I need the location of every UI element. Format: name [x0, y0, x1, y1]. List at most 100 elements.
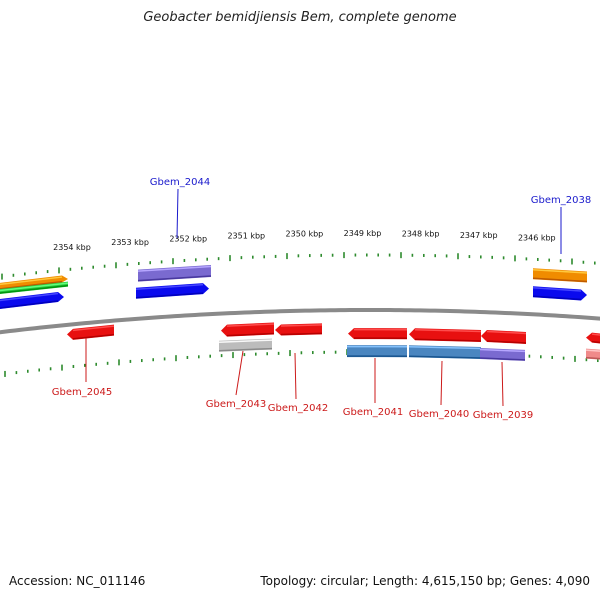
lower-tick-mark	[49, 367, 52, 371]
upper-tick-mark	[423, 253, 425, 257]
lower-tick-mark	[232, 352, 234, 359]
gene-label: Gbem_2041	[343, 407, 403, 418]
map-title: Geobacter bemidjiensis Bem, complete gen…	[143, 10, 457, 25]
upper-tick-mark	[297, 254, 300, 258]
feature-steelblue-2040-highlight	[408, 345, 482, 350]
lower-tick-mark	[84, 363, 86, 367]
feature-red-2041-body	[348, 328, 407, 340]
gene-leader-line	[440, 360, 443, 406]
upper-tick-mark	[548, 258, 550, 262]
scale-labels: 2354 kbp 2353 kbp 2352 kbp 2351 kbp 2350 kbp…	[53, 229, 556, 252]
upper-tick-mark	[434, 254, 436, 258]
feature-green-left-shadow	[0, 284, 69, 294]
gene-leader-line	[294, 352, 297, 400]
lower-tick-mark	[300, 351, 303, 355]
accession-text: Accession: NC_011146	[9, 574, 146, 588]
upper-tick-mark	[35, 271, 37, 275]
upper-tick-mark	[331, 253, 334, 257]
lower-tick-mark	[255, 352, 257, 356]
upper-tick-mark	[263, 255, 265, 259]
feature-orange-2038-shadow	[532, 277, 588, 283]
upper-tick-track	[1, 252, 596, 280]
lower-tick-mark	[27, 369, 29, 373]
feature-blue-2038-shadow	[532, 295, 582, 301]
upper-tick-mark	[126, 262, 129, 266]
lower-tick-mark	[38, 368, 40, 372]
scale-tick-label: 2352 kbp	[169, 234, 207, 243]
lower-tick-mark	[106, 361, 109, 365]
upper-tick-mark	[1, 273, 3, 280]
upper-tick-mark	[274, 254, 277, 258]
upper-tick-mark	[92, 265, 94, 269]
feature-blue-2044-body	[136, 283, 209, 299]
upper-tick-mark	[366, 253, 368, 257]
feature-red-2045-highlight	[72, 325, 115, 332]
gene-label: Gbem_2043	[206, 399, 266, 410]
lower-tick-mark	[209, 354, 211, 358]
feature-red-right	[586, 332, 600, 344]
upper-tick-mark	[320, 253, 322, 257]
upper-tick-mark	[400, 252, 402, 259]
scale-tick-label: 2346 kbp	[518, 233, 556, 242]
gene-label: Gbem_2042	[268, 403, 328, 414]
feature-steelblue-2041-body	[347, 345, 407, 358]
lower-tick-mark	[540, 355, 542, 359]
lower-tick-mark	[175, 355, 177, 362]
upper-tick-mark	[594, 261, 596, 265]
lower-tick-mark	[152, 358, 154, 362]
upper-tick-mark	[138, 262, 140, 266]
feature-red-right-highlight	[591, 333, 600, 336]
upper-tick-mark	[468, 255, 471, 259]
lower-tick-mark	[95, 362, 97, 366]
upper-tick-mark	[160, 260, 163, 264]
upper-tick-mark	[582, 260, 585, 264]
feature-orange-left-shadow	[0, 280, 63, 290]
feature-red-2039	[481, 330, 527, 344]
feature-blue-left	[0, 292, 64, 309]
lower-tick-mark	[574, 355, 576, 362]
feature-blue-2038	[532, 286, 587, 301]
lower-tick-mark	[220, 354, 223, 358]
scale-tick-label: 2351 kbp	[227, 231, 265, 240]
upper-tick-mark	[195, 258, 197, 262]
gene-leader-line	[501, 361, 504, 407]
feature-steelblue-2041	[346, 345, 408, 358]
upper-tick-mark	[309, 254, 311, 258]
feature-purple-2044-highlight	[137, 265, 212, 272]
gene-features	[0, 265, 600, 361]
gene-label: Gbem_2040	[409, 409, 469, 420]
feature-purple-2044	[137, 265, 212, 282]
upper-tick-mark	[491, 255, 493, 259]
lower-tick-mark	[15, 371, 18, 375]
feature-orange-2038-highlight	[532, 268, 588, 274]
feature-pink-right-shadow	[585, 356, 600, 360]
feature-red-2042-highlight	[280, 324, 323, 327]
feature-red-2043	[221, 322, 275, 337]
feature-pink-right	[585, 348, 600, 360]
feature-steelblue-2040	[408, 345, 482, 360]
upper-tick-mark	[183, 258, 186, 262]
feature-red-2043-shadow	[226, 332, 275, 337]
genome-backbone	[0, 308, 600, 335]
feature-red-2043-highlight	[226, 323, 275, 327]
feature-orange-left-highlight	[0, 276, 63, 286]
lower-tick-mark	[585, 358, 588, 362]
feature-blue-2044-highlight	[135, 283, 204, 291]
feature-red-right-shadow	[591, 340, 600, 344]
feature-blue-2044-shadow	[135, 292, 204, 299]
upper-tick-mark	[559, 259, 562, 263]
lower-tick-mark	[129, 359, 132, 363]
lower-tick-mark	[163, 357, 166, 361]
upper-tick-mark	[537, 257, 539, 261]
feature-green-left	[0, 281, 69, 294]
upper-tick-mark	[229, 255, 231, 262]
feature-blue-left-shadow	[0, 300, 59, 309]
upper-tick-mark	[12, 273, 15, 277]
feature-red-2042-shadow	[280, 332, 323, 336]
lower-tick-mark	[289, 350, 291, 357]
feature-blue-2038-highlight	[532, 287, 582, 292]
upper-tick-mark	[115, 262, 117, 269]
scale-tick-label: 2354 kbp	[53, 243, 91, 252]
lower-tick-mark	[4, 370, 6, 377]
